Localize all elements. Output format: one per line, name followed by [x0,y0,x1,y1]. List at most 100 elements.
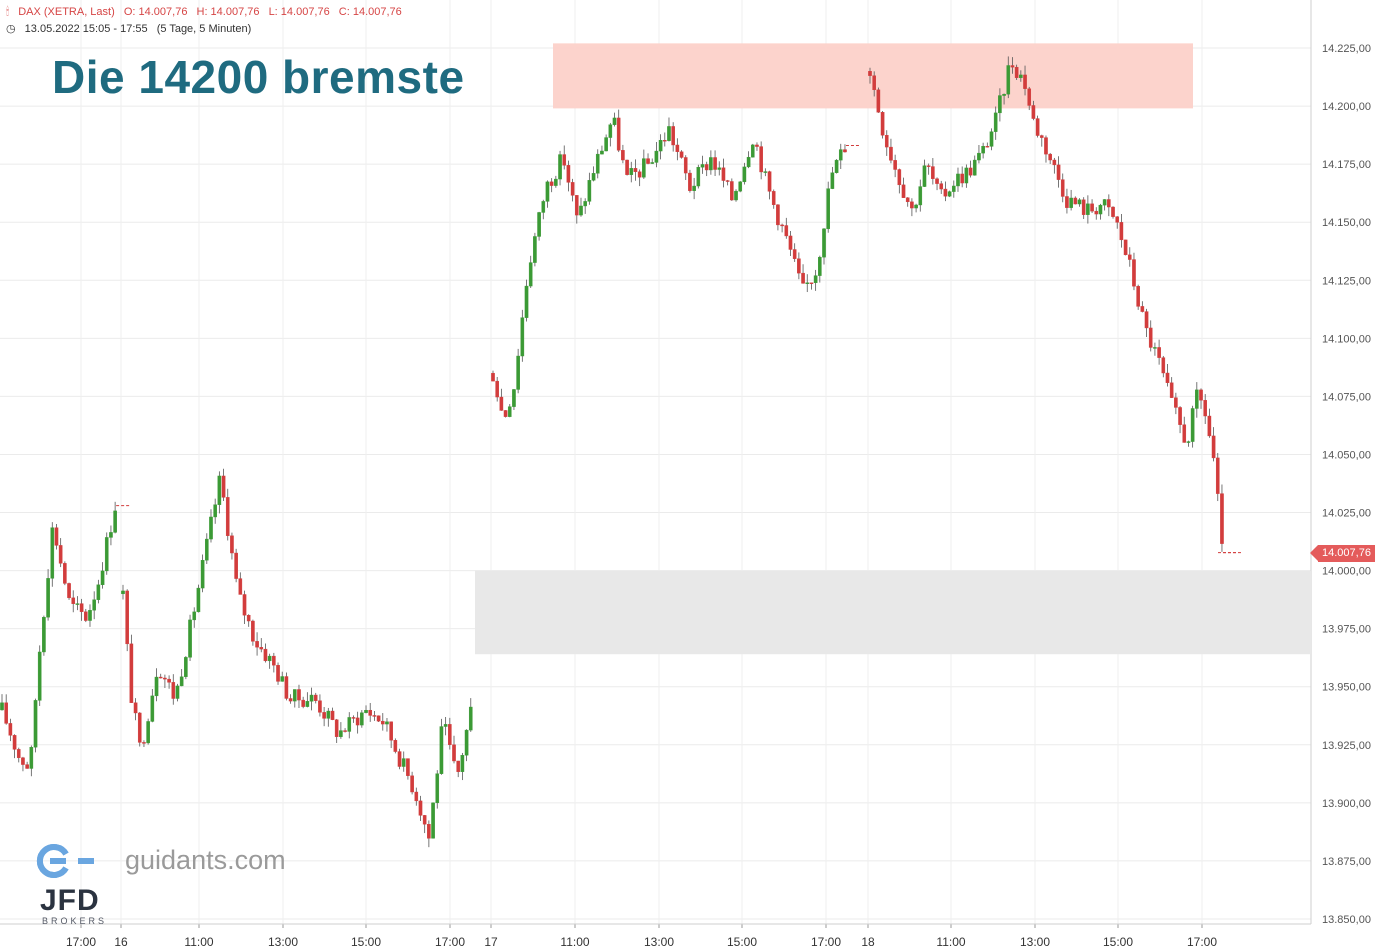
candle-down [334,719,339,737]
candle-down [414,791,419,802]
candle-up [667,126,671,141]
candle-down [393,740,398,752]
candle-up [528,262,533,287]
candle-down [625,159,629,175]
candle-down [1115,216,1120,223]
candle-down [1165,372,1170,383]
candles [0,56,1224,848]
candle-up [1069,197,1073,208]
candle-down [1174,397,1178,408]
candle-up [385,721,389,725]
candle-up [629,168,634,175]
support-zone [475,570,1311,655]
candle-down [771,191,776,205]
candle-up [42,617,46,653]
candle-down [372,715,377,717]
candle-up [738,181,743,192]
candle-up [989,131,994,147]
candle-up [977,152,981,161]
candle-up [600,150,604,155]
candle-down [575,195,579,216]
candle-down [330,710,335,720]
candle-down [621,150,625,161]
candle-down [910,201,914,209]
candle-down [406,758,410,776]
candle-down [1127,254,1132,260]
candle-down [313,694,318,701]
x-tick-label: 17:00 [435,935,465,949]
candle-up [642,158,646,178]
candle-down [238,578,243,595]
candle-up [654,150,659,163]
candle-down [272,655,276,666]
candle-down [427,824,431,839]
candle-up [267,655,272,662]
candle-down [376,715,381,722]
candle-up [439,726,444,774]
candle-down [755,144,759,147]
candle-up [179,676,184,687]
candle-up [339,730,343,737]
candle-up [964,167,969,184]
candle-down [171,682,176,699]
candle-down [935,178,939,184]
candle-down [125,590,129,645]
candle-down [1203,400,1207,417]
y-tick-label: 13.950,00 [1322,682,1371,694]
candle-down [251,620,255,642]
candle-up [280,676,285,682]
candle-down [960,173,964,184]
symbol-label: DAX (XETRA, Last) [18,6,115,18]
candle-up [360,712,364,726]
candle-up [37,651,42,701]
candle-up [587,180,592,202]
candle-down [8,723,13,736]
candle-down [301,699,305,707]
candle-up [507,406,512,417]
candle-down [1027,88,1032,106]
x-tick-label: 15:00 [727,935,757,949]
candle-up [401,758,406,767]
candle-down [1140,306,1145,312]
candle-down [422,815,427,825]
candle-up [435,773,440,804]
candle-up [830,172,835,189]
x-tick-label: 11:00 [560,935,589,949]
candle-up [109,532,113,538]
candle-down [759,146,763,173]
candle-up [591,173,596,181]
candle-up [213,504,217,518]
candle-down [1039,135,1044,138]
candle-up [692,185,696,191]
candle-down [225,497,230,536]
candle-up [612,117,617,125]
candle-up [460,755,465,772]
candle-up [558,154,562,180]
candle-up [742,166,747,183]
candle-down [730,181,734,201]
candle-down [646,158,650,164]
candle-down [1081,199,1086,215]
candle-up [92,599,96,611]
candle-down [809,282,814,284]
candle-down [1031,105,1036,119]
candle-up [696,167,701,187]
candle-up [838,149,843,161]
candle-up [512,389,516,407]
candle-down [704,164,709,171]
candle-down [63,563,67,584]
candle-up [96,584,101,600]
candle-up [537,212,541,237]
candle-down [1119,222,1124,241]
candle-down [255,641,259,648]
period-info-row: ◷ 13.05.2022 15:05 - 17:55 (5 Tage, 5 Mi… [6,22,257,35]
candle-up [604,137,608,152]
candle-down [503,410,508,417]
candle-up [834,159,839,173]
candle-up [993,112,998,132]
y-tick-label: 14.050,00 [1322,449,1371,461]
candle-down [637,171,642,178]
y-tick-label: 13.900,00 [1322,798,1371,810]
candle-up [200,559,205,589]
